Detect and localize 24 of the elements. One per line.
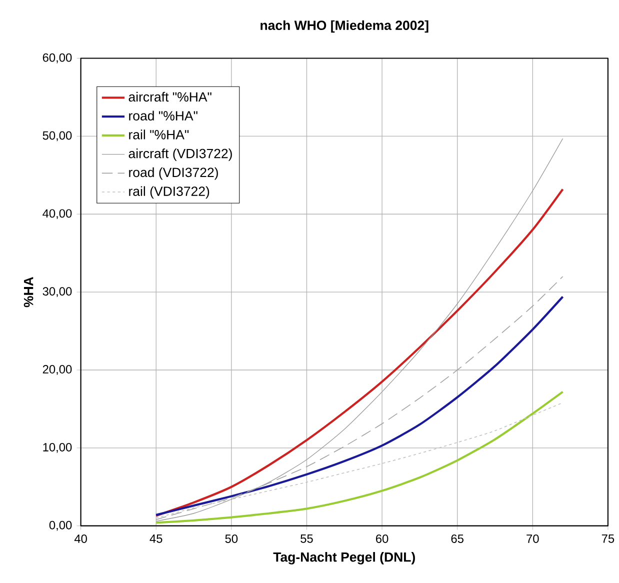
x-axis-title: Tag-Nacht Pegel (DNL) — [273, 552, 415, 565]
y-tick-label: 60,00 — [42, 53, 72, 64]
legend-label: rail (VDI3722) — [129, 186, 210, 199]
legend-label: aircraft (VDI3722) — [128, 148, 232, 161]
y-tick-label: 30,00 — [42, 287, 72, 298]
y-tick-label: 10,00 — [43, 443, 72, 453]
x-tick-label: 50 — [225, 534, 238, 544]
y-axis-title: %HA — [24, 277, 34, 308]
x-tick-label: 75 — [602, 534, 614, 543]
chart-title: nach WHO [Miedema 2002] — [260, 20, 428, 33]
x-tick-label: 70 — [526, 534, 539, 544]
x-tick-label: 55 — [300, 534, 313, 543]
legend-label: road "%HA" — [129, 110, 198, 121]
x-tick-label: 40 — [74, 534, 87, 544]
x-tick-label: 45 — [150, 534, 162, 543]
x-tick-label: 65 — [451, 534, 464, 544]
x-tick-label: 60 — [376, 534, 388, 544]
legend-label: road (VDI3722) — [129, 167, 218, 180]
legend-label: aircraft "%HA" — [128, 92, 212, 102]
y-tick-label: 40,00 — [42, 209, 72, 220]
y-tick-label: 20,00 — [42, 365, 72, 375]
y-tick-label: 50,00 — [42, 131, 72, 142]
legend-label: rail "%HA" — [129, 130, 189, 140]
y-tick-label: 0,00 — [49, 521, 72, 531]
